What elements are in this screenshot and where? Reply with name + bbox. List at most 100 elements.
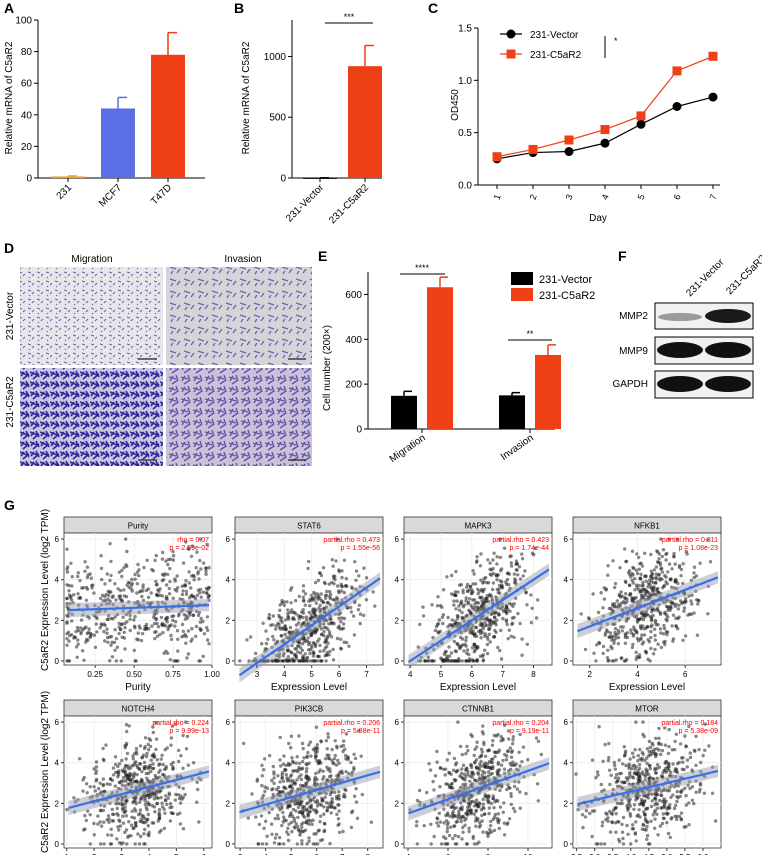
data-point xyxy=(137,842,142,846)
data-point xyxy=(638,562,642,566)
y-tick-label: 40 xyxy=(21,110,33,121)
data-point xyxy=(199,595,203,599)
data-point xyxy=(182,634,186,638)
data-point xyxy=(504,603,508,608)
data-point xyxy=(117,570,122,574)
data-point xyxy=(154,720,158,725)
data-point xyxy=(464,635,468,640)
data-point xyxy=(682,606,687,610)
data-point xyxy=(473,602,477,606)
data-point xyxy=(98,781,102,785)
data-point xyxy=(273,836,278,840)
data-point xyxy=(454,607,458,611)
data-point xyxy=(178,801,183,805)
data-point xyxy=(474,758,479,762)
data-point xyxy=(645,837,649,841)
data-point xyxy=(535,782,540,786)
data-point xyxy=(313,595,317,599)
data-point xyxy=(152,621,157,626)
data-point xyxy=(623,547,627,551)
data-point xyxy=(431,779,435,784)
data-point xyxy=(514,568,518,572)
data-point xyxy=(198,537,203,541)
data-point xyxy=(296,815,300,820)
data-point xyxy=(620,822,624,827)
data-point xyxy=(205,625,209,630)
data-point xyxy=(630,578,634,582)
data-point xyxy=(330,758,334,762)
band-mmp9-vector xyxy=(657,342,703,358)
data-point xyxy=(488,640,492,644)
data-point xyxy=(301,584,306,588)
data-point xyxy=(484,575,488,580)
data-point xyxy=(303,603,307,607)
data-point xyxy=(490,757,494,761)
data-point xyxy=(85,791,89,795)
data-point xyxy=(132,773,136,778)
data-point xyxy=(117,631,121,636)
data-point xyxy=(705,538,710,542)
data-point xyxy=(643,613,647,618)
data-point xyxy=(656,642,660,646)
data-point xyxy=(489,766,494,770)
data-point xyxy=(468,584,473,589)
data-point xyxy=(205,591,209,596)
data-point xyxy=(579,612,583,616)
data-point xyxy=(260,763,264,768)
panel-letter-c: C xyxy=(428,0,438,16)
data-point xyxy=(176,793,180,797)
data-point xyxy=(80,586,84,590)
data-point xyxy=(142,760,147,765)
data-point xyxy=(108,542,112,546)
x-tick-label: Invasion xyxy=(499,432,536,462)
y-tick-label: 4 xyxy=(55,576,60,585)
data-point xyxy=(349,610,354,614)
data-point xyxy=(496,645,500,650)
data-point xyxy=(479,552,483,556)
data-point xyxy=(644,828,648,832)
data-point xyxy=(671,613,676,617)
data-point xyxy=(181,766,185,770)
data-point xyxy=(88,842,93,846)
x-axis-label: Expression Level xyxy=(440,682,516,693)
data-point xyxy=(152,805,157,809)
data-point xyxy=(84,818,89,823)
data-point xyxy=(668,806,672,810)
data-point xyxy=(283,768,287,773)
data-point xyxy=(516,611,520,616)
y-tick-label: 2 xyxy=(55,616,60,625)
data-point xyxy=(648,745,653,750)
data-point xyxy=(121,769,126,774)
data-point xyxy=(135,582,140,586)
data-point xyxy=(457,604,461,608)
data-point xyxy=(309,593,314,598)
data-point xyxy=(505,754,509,758)
data-point xyxy=(666,751,671,756)
data-point xyxy=(161,550,165,555)
data-point xyxy=(518,806,522,810)
data-point xyxy=(94,622,99,626)
data-point xyxy=(696,602,700,606)
data-point xyxy=(482,601,486,605)
y-tick-label: 6 xyxy=(55,718,60,727)
data-point xyxy=(343,795,347,799)
data-point xyxy=(479,587,484,592)
data-point xyxy=(653,647,657,652)
data-point xyxy=(610,638,614,642)
data-point xyxy=(306,566,310,571)
data-point xyxy=(645,820,649,824)
data-point xyxy=(486,558,490,562)
data-point xyxy=(470,588,474,592)
data-point xyxy=(616,776,621,780)
data-point xyxy=(87,616,91,620)
data-point xyxy=(328,592,333,597)
data-point xyxy=(615,801,619,805)
data-point xyxy=(265,786,270,790)
data-point xyxy=(635,772,639,776)
data-point xyxy=(113,648,117,652)
data-point xyxy=(479,754,483,758)
data-point xyxy=(611,559,615,563)
data-point xyxy=(597,725,601,729)
data-point xyxy=(100,593,105,597)
